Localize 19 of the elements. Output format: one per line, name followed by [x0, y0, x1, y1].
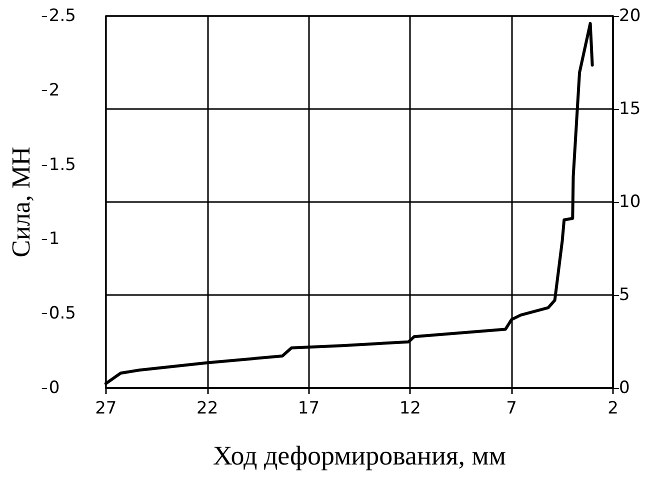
y-tick-label: 0.5	[48, 304, 76, 324]
y2-tick-label: 15	[619, 99, 641, 119]
y2-tick-label: 10	[619, 192, 641, 212]
x-tick-label: 17	[298, 398, 320, 418]
y-tick-label: 2.5	[48, 6, 76, 26]
x-tick-label: 27	[95, 398, 117, 418]
x-axis-title: Ход деформирования, мм	[212, 440, 506, 470]
y2-tick-label: 5	[619, 285, 630, 305]
y2-tick-label: 20	[619, 6, 641, 26]
x-tick-label: 12	[399, 398, 421, 418]
x-tick-label: 2	[608, 398, 618, 418]
y2-tick-label: 0	[619, 378, 630, 398]
y-tick-label: 2	[48, 80, 60, 100]
y-tick-label: 1.5	[48, 154, 76, 175]
x-tick-label: 7	[506, 398, 517, 418]
y-tick-label: 0	[48, 378, 60, 398]
y-tick-label: 1	[48, 229, 60, 250]
x-tick-label: 22	[196, 398, 218, 418]
y-axis-title: Сила, МН	[6, 146, 36, 258]
